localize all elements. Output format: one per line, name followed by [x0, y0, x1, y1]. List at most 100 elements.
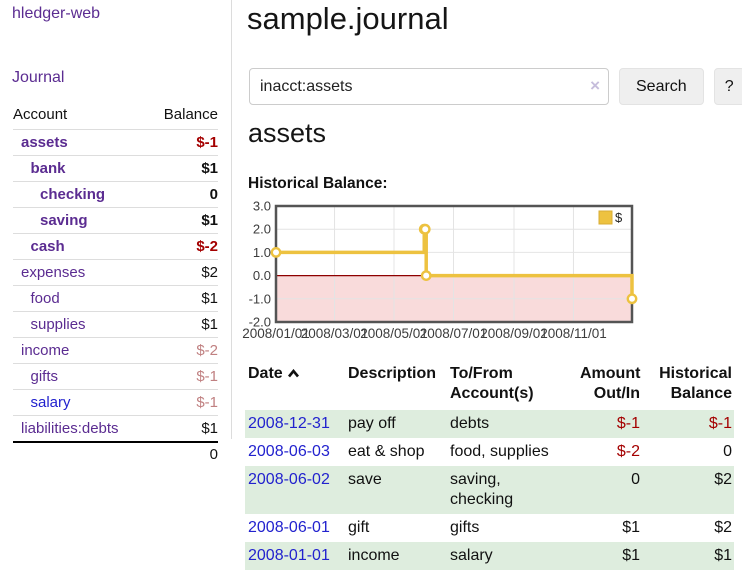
register-date-cell: 2008-06-03: [245, 438, 345, 466]
account-row: food $1: [13, 285, 218, 312]
account-name-cell: assets: [13, 129, 116, 156]
account-link[interactable]: liabilities:debts: [21, 420, 119, 437]
legend-swatch: [598, 210, 613, 225]
accounts-header-balance: Balance: [163, 106, 218, 123]
page-title: sample.journal: [247, 1, 449, 36]
x-axis-tick-label: 2008/01/01: [242, 326, 310, 341]
accounts-total-value: 0: [13, 441, 218, 466]
account-link[interactable]: income: [21, 342, 70, 359]
register-date-cell: 2008-01-01: [245, 542, 345, 570]
y-axis-tick-label: 0.0: [253, 268, 271, 283]
transaction-date-link[interactable]: 2008-01-01: [248, 547, 330, 564]
account-balance: $-2: [115, 233, 218, 260]
account-balance: $1: [115, 311, 218, 338]
account-balance: $1: [115, 415, 218, 442]
account-name-cell: saving: [13, 207, 116, 234]
x-axis-tick-label: 2008/03/01: [301, 326, 369, 341]
y-axis-tick-label: -2.0: [249, 315, 271, 330]
register-header-description: Description: [348, 365, 437, 382]
account-name-cell: salary: [13, 389, 116, 416]
register-accounts-cell: food, supplies: [450, 443, 549, 460]
y-axis-tick-label: 1.0: [253, 245, 271, 260]
account-balance: $1: [115, 285, 218, 312]
account-row: checking 0: [13, 181, 218, 208]
register-row: 2008-06-02 save saving, checking 0 $2: [245, 466, 734, 514]
account-balance: 0: [115, 181, 218, 208]
accounts-header-account: Account: [13, 106, 68, 123]
account-balance: $-1: [115, 389, 218, 416]
account-link[interactable]: bank: [30, 160, 66, 177]
sort-ascending-icon: [287, 368, 299, 378]
register-header-date[interactable]: Date: [245, 362, 345, 410]
account-row: bank $1: [13, 155, 218, 182]
account-name-cell: income: [13, 337, 116, 364]
search-input[interactable]: [249, 68, 609, 105]
account-row: gifts $-1: [13, 363, 218, 390]
transaction-date-link[interactable]: 2008-06-01: [248, 519, 330, 536]
x-axis-tick-label: 2008/05/01: [360, 326, 428, 341]
account-link[interactable]: assets: [21, 134, 68, 151]
account-link[interactable]: saving: [40, 212, 88, 229]
account-row: income $-2: [13, 337, 218, 364]
register-accounts-cell: gifts: [450, 519, 480, 536]
help-button[interactable]: ?: [713, 68, 742, 105]
app-title-link[interactable]: hledger-web: [12, 5, 101, 22]
register-description-cell: income: [345, 542, 447, 570]
account-balance: $2: [115, 259, 218, 286]
x-axis-tick-label: 2008/11/01: [540, 326, 607, 341]
x-axis-tick-label: 2008/09/01: [480, 326, 548, 341]
register-row: 2008-12-31 pay off debts $-1 $-1: [245, 410, 734, 438]
account-link[interactable]: expenses: [21, 264, 86, 281]
account-name-cell: checking: [13, 181, 116, 208]
accounts-total-row: 0: [13, 441, 218, 466]
data-point-marker: [626, 293, 638, 305]
register-balance-cell: $2: [714, 519, 732, 536]
register-amount-cell: $-1: [577, 410, 642, 438]
search-box: ×: [249, 68, 609, 105]
register-accounts-cell: debts: [447, 410, 577, 438]
clear-search-icon[interactable]: ×: [590, 76, 600, 95]
y-axis-tick-label: 3.0: [253, 199, 271, 214]
register-amount-cell: $1: [622, 519, 640, 536]
transaction-date-link[interactable]: 2008-12-31: [248, 415, 330, 432]
register-row: 2008-01-01 income salary $1 $1: [245, 542, 734, 570]
register-date-cell: 2008-06-02: [245, 466, 345, 514]
account-balance: $-1: [115, 129, 218, 156]
sidebar-item-journal[interactable]: Journal: [12, 69, 65, 86]
account-row: cash $-2: [13, 233, 218, 260]
account-row: assets $-1: [13, 129, 218, 156]
account-balance: $-2: [115, 337, 218, 364]
account-link[interactable]: cash: [30, 238, 65, 255]
account-row: liabilities:debts $1: [13, 415, 218, 442]
register-description-cell: gift: [348, 519, 370, 536]
account-row: supplies $1: [13, 311, 218, 338]
register-balance-cell: 0: [723, 443, 732, 460]
account-link[interactable]: salary: [30, 394, 71, 411]
register-header-balance: Historical Balance: [659, 365, 732, 402]
account-row: saving $1: [13, 207, 218, 234]
account-link[interactable]: checking: [40, 186, 106, 203]
account-heading: assets: [248, 118, 327, 148]
plot-border: [274, 204, 634, 324]
register-date-cell: 2008-06-01: [245, 514, 345, 542]
account-link[interactable]: supplies: [30, 316, 86, 333]
account-name-cell: bank: [13, 155, 116, 182]
transaction-date-link[interactable]: 2008-06-03: [248, 443, 330, 460]
register-header-row: Date Description To/From Account(s) Amou…: [245, 362, 734, 410]
transaction-date-link[interactable]: 2008-06-02: [248, 471, 330, 488]
register-row: 2008-06-03 eat & shop food, supplies $-2 0: [245, 438, 734, 466]
account-name-cell: food: [13, 285, 116, 312]
account-name-cell: supplies: [13, 311, 116, 338]
register-header-date-label: Date: [248, 365, 283, 382]
data-point-marker: [420, 270, 432, 282]
account-link[interactable]: gifts: [30, 368, 59, 385]
y-axis-tick-label: 2.0: [253, 222, 271, 237]
account-name-cell: cash: [13, 233, 116, 260]
search-button[interactable]: Search: [619, 68, 704, 105]
register-table: Date Description To/From Account(s) Amou…: [245, 362, 734, 570]
register-description-cell: eat & shop: [348, 443, 425, 460]
account-link[interactable]: food: [30, 290, 60, 307]
register-description-cell: pay off: [345, 410, 447, 438]
register-balance-cell: $2: [642, 466, 734, 514]
accounts-table: Account Balance assets $-1 bank $1 checking 0…: [13, 103, 218, 466]
